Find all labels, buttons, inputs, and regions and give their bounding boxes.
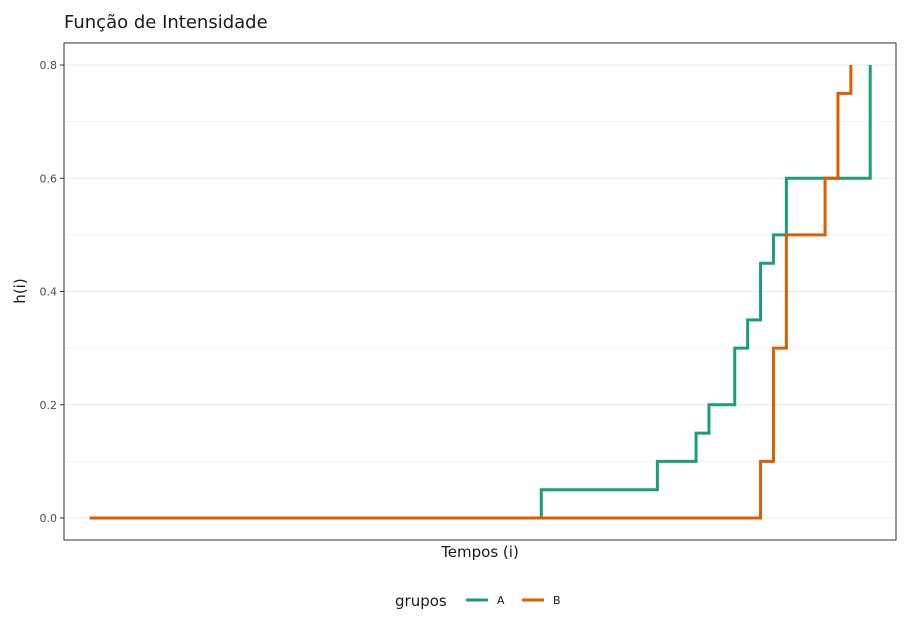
grid: [64, 64, 896, 519]
y-axis-title: h(i): [11, 278, 29, 303]
legend-label-b: B: [553, 594, 561, 607]
y-axis: 0.0 0.2 0.4 0.6 0.8: [40, 59, 64, 525]
y-tick-label: 0.0: [40, 512, 58, 525]
y-tick-label: 0.2: [40, 399, 58, 412]
y-tick-label: 0.6: [40, 172, 58, 185]
y-tick-label: 0.8: [40, 59, 58, 72]
legend: grupos A B: [395, 592, 561, 610]
series-line-b: [89, 65, 853, 520]
y-tick-label: 0.4: [40, 286, 58, 299]
chart-title: Função de Intensidade: [64, 12, 268, 33]
series-lines: [89, 65, 872, 520]
series-line-a: [89, 65, 872, 520]
legend-label-a: A: [497, 594, 505, 607]
legend-title: grupos: [395, 592, 447, 610]
x-axis-title: Tempos (i): [440, 543, 519, 561]
